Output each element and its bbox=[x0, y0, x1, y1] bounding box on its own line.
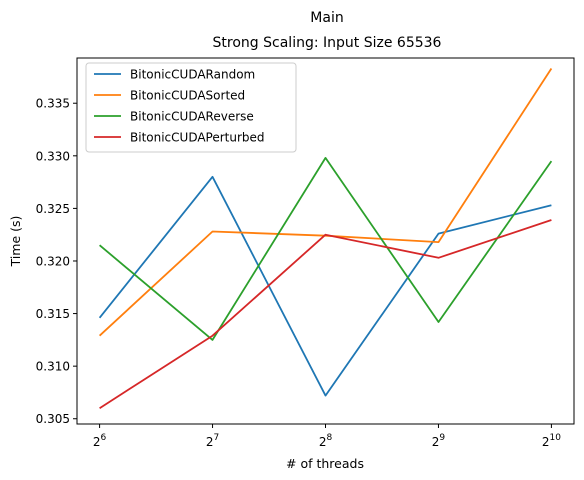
y-axis-label: Time (s) bbox=[8, 216, 23, 268]
x-tick-label: 29 bbox=[432, 433, 446, 449]
y-tick-label: 0.325 bbox=[36, 202, 70, 216]
series-layer bbox=[98, 68, 553, 409]
legend-box bbox=[85, 62, 297, 153]
legend-label: BitonicCUDASorted bbox=[130, 89, 245, 103]
legend-label: BitonicCUDAPerturbed bbox=[130, 131, 265, 145]
series-line-BitonicCUDARandom bbox=[98, 175, 552, 397]
y-tick-label: 0.310 bbox=[36, 360, 70, 374]
series-line-BitonicCUDAReverse bbox=[99, 156, 553, 341]
x-tick-label: 210 bbox=[542, 433, 561, 449]
chart-title: Main bbox=[310, 10, 343, 26]
x-tick-label: 28 bbox=[319, 433, 333, 449]
y-tick-label: 0.335 bbox=[36, 97, 70, 111]
x-tick-label: 27 bbox=[206, 433, 219, 449]
x-axis-label: # of threads bbox=[286, 456, 364, 471]
y-tick-label: 0.315 bbox=[36, 307, 70, 321]
series-line-BitonicCUDAPerturbed bbox=[99, 219, 552, 409]
y-tick-label: 0.320 bbox=[36, 254, 70, 268]
legend-label: BitonicCUDAReverse bbox=[130, 110, 254, 124]
legend: BitonicCUDARandom BitonicCUDASorted Bitoni… bbox=[85, 62, 297, 153]
chart-subtitle: Strong Scaling: Input Size 65536 bbox=[213, 35, 442, 51]
y-axis: 0.305 0.310 0.315 0.320 0.325 0.330 0.335 bbox=[36, 97, 77, 426]
y-tick-label: 0.330 bbox=[36, 149, 70, 163]
x-tick-label: 26 bbox=[93, 433, 107, 449]
legend-label: BitonicCUDARandom bbox=[130, 68, 255, 82]
x-axis: 26 27 28 29 210 bbox=[93, 424, 561, 449]
y-tick-label: 0.305 bbox=[36, 412, 70, 426]
